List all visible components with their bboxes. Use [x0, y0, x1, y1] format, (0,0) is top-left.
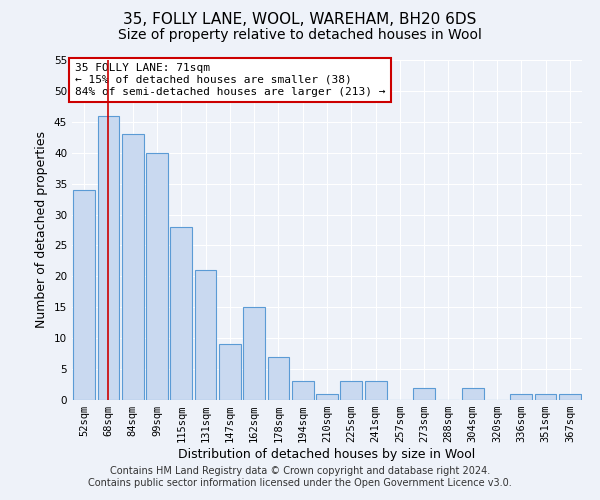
Bar — [194, 270, 217, 400]
Text: 35, FOLLY LANE, WOOL, WAREHAM, BH20 6DS: 35, FOLLY LANE, WOOL, WAREHAM, BH20 6DS — [124, 12, 476, 28]
Bar — [268, 356, 289, 400]
Bar — [97, 116, 119, 400]
Bar — [243, 308, 265, 400]
Bar — [73, 190, 95, 400]
Bar — [340, 382, 362, 400]
Bar — [559, 394, 581, 400]
X-axis label: Distribution of detached houses by size in Wool: Distribution of detached houses by size … — [178, 448, 476, 461]
Bar — [535, 394, 556, 400]
Bar — [365, 382, 386, 400]
Bar — [170, 227, 192, 400]
Bar — [511, 394, 532, 400]
Bar — [413, 388, 435, 400]
Bar — [462, 388, 484, 400]
Text: Contains HM Land Registry data © Crown copyright and database right 2024.
Contai: Contains HM Land Registry data © Crown c… — [88, 466, 512, 487]
Bar — [146, 152, 168, 400]
Bar — [122, 134, 143, 400]
Y-axis label: Number of detached properties: Number of detached properties — [35, 132, 49, 328]
Bar — [292, 382, 314, 400]
Bar — [316, 394, 338, 400]
Text: 35 FOLLY LANE: 71sqm
← 15% of detached houses are smaller (38)
84% of semi-detac: 35 FOLLY LANE: 71sqm ← 15% of detached h… — [74, 64, 385, 96]
Bar — [219, 344, 241, 400]
Text: Size of property relative to detached houses in Wool: Size of property relative to detached ho… — [118, 28, 482, 42]
